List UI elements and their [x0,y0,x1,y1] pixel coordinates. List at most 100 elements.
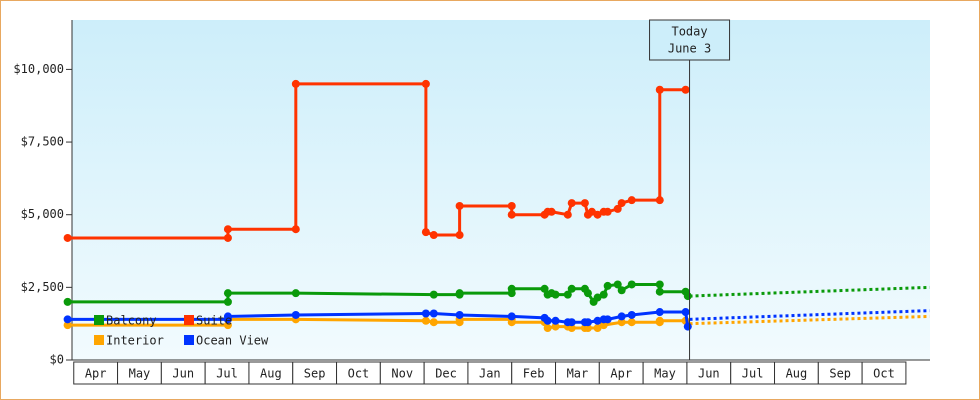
today-box [649,19,731,61]
price-point [551,316,560,325]
price-point [627,196,636,205]
price-point [655,196,664,205]
price-point [507,201,516,210]
price-point [551,290,560,299]
price-point [429,309,438,318]
today-label: June 3 [668,42,711,56]
price-point [455,310,464,319]
price-point [617,286,626,295]
forecast-line [689,314,930,326]
price-point [567,318,576,327]
x-tick-label: Jul [742,367,764,381]
price-point [63,297,72,306]
y-tick-label: $5,000 [21,207,64,221]
price-point [291,289,300,298]
x-tick-label: Jun [698,367,720,381]
x-tick-label: Apr [610,367,632,381]
price-point [627,310,636,319]
price-point [617,312,626,321]
legend-swatch [94,335,104,345]
price-point [617,199,626,208]
price-point [421,309,430,318]
price-point [421,228,430,237]
price-point [655,316,664,325]
price-point [655,280,664,289]
x-tick-label: Dec [435,367,457,381]
price-point [627,280,636,289]
price-point [547,207,556,216]
legend-label: Balcony [106,314,157,328]
price-point [63,321,72,330]
price-point [683,292,692,301]
price-point [655,85,664,94]
price-point [583,318,592,327]
x-tick-label: Aug [260,367,282,381]
x-tick-label: Oct [348,367,370,381]
x-tick-label: Mar [567,367,589,381]
y-tick-label: $10,000 [13,62,64,76]
x-tick-label: Sep [304,367,326,381]
price-point [429,290,438,299]
price-point [551,322,560,331]
price-point [593,316,602,325]
price-point [429,318,438,327]
price-point [507,210,516,219]
forecast-line [689,309,930,321]
price-point [603,315,612,324]
price-point [421,79,430,88]
price-point [655,287,664,296]
price-point [421,316,430,325]
price-point [593,210,602,219]
x-tick-label: Jun [172,367,194,381]
price-point [223,233,232,242]
legend-swatch [184,315,194,325]
price-point [583,289,592,298]
x-tick-label: Nov [391,367,413,381]
x-tick-label: Sep [829,367,851,381]
price-point [567,284,576,293]
price-point [223,297,232,306]
y-tick-label: $2,500 [21,280,64,294]
x-tick-label: Feb [523,367,545,381]
price-point [580,199,589,208]
x-tick-label: Jan [479,367,501,381]
price-point [223,225,232,234]
price-point [613,204,622,213]
price-point [223,321,232,330]
price-point [567,199,576,208]
price-point [567,324,576,333]
x-tick-label: May [654,367,676,381]
price-point [655,308,664,317]
y-tick-label: $7,500 [21,135,64,149]
legend-label: Interior [106,334,164,348]
price-point [455,289,464,298]
price-point [593,324,602,333]
price-point [63,233,72,242]
today-label: Today [671,25,707,39]
price-point [603,281,612,290]
price-point [291,310,300,319]
plot-area [72,20,930,360]
price-point [613,280,622,289]
price-point [507,284,516,293]
price-point [627,318,636,327]
x-tick-label: Apr [85,367,107,381]
price-point [683,322,692,331]
price-point [603,207,612,216]
legend-label: Ocean View [196,334,269,348]
legend-label: Suite [196,314,232,328]
price-point [593,293,602,302]
price-point [599,321,608,330]
price-point [507,312,516,321]
price-point [63,315,72,324]
price-point [599,290,608,299]
x-tick-label: Jul [216,367,238,381]
price-point [543,316,552,325]
price-point [429,231,438,240]
y-tick-label: $0 [50,353,64,367]
price-point [223,312,232,321]
x-tick-label: Aug [786,367,808,381]
price-point [291,79,300,88]
